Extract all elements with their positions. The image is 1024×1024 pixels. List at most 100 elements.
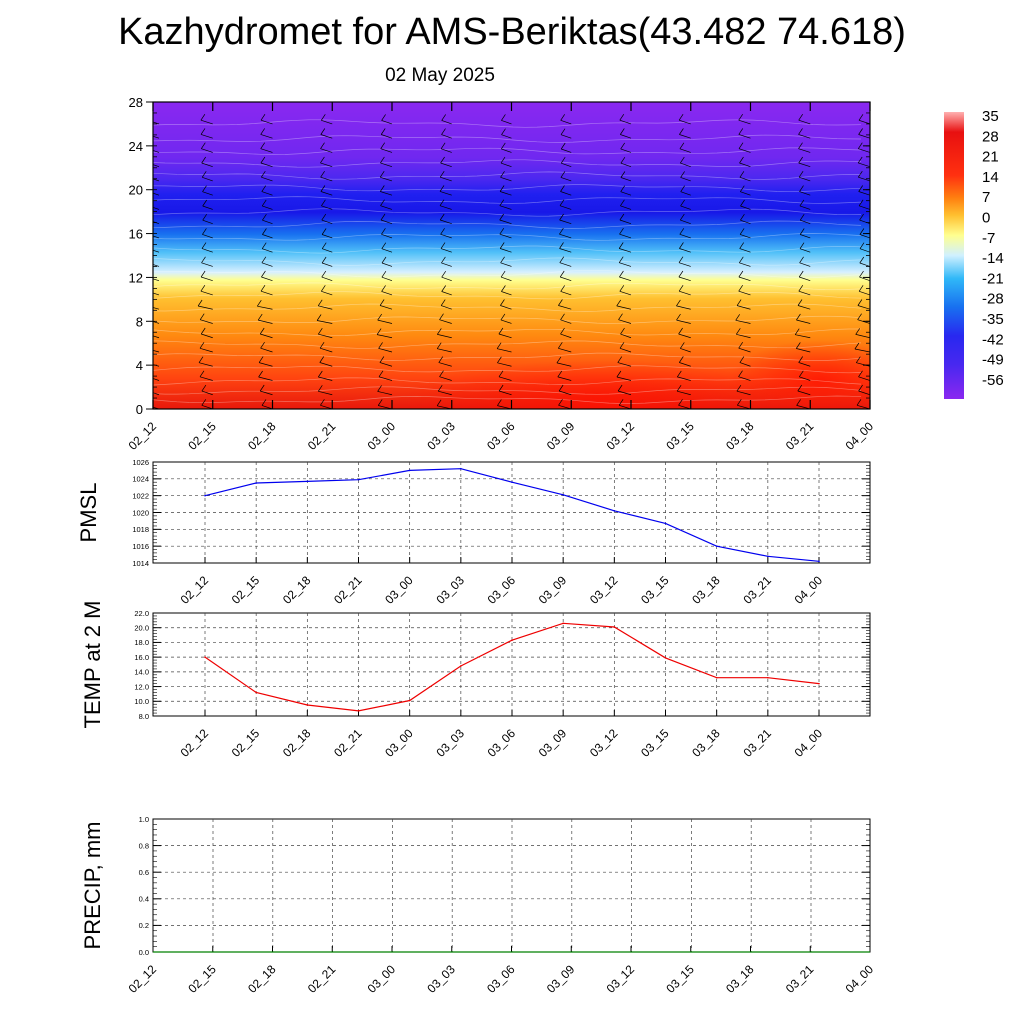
wind-barb-flag: [318, 370, 323, 378]
xtick-label: 03_15: [638, 573, 672, 607]
wind-barb-flag: [558, 384, 564, 392]
wind-barb: [260, 333, 273, 339]
xtick-label: 03_00: [365, 962, 399, 996]
wind-barb-flag: [558, 299, 563, 306]
wind-barb-flag: [201, 171, 207, 178]
wind-barb: [381, 120, 393, 125]
ytick-label: 1024: [132, 475, 149, 484]
wind-barb: [153, 364, 160, 367]
data-point: [818, 560, 820, 563]
wind-barb-flag: [439, 213, 445, 221]
wind-barb-flag: [620, 142, 625, 150]
wind-barb: [377, 334, 393, 339]
wind-barb: [558, 404, 572, 409]
wind-barb-flag: [439, 185, 445, 192]
wind-barb-flag: [676, 313, 681, 321]
wind-barb-flag: [740, 214, 745, 221]
wind-barb-flag: [858, 185, 863, 192]
heatmap-warm-core: [400, 360, 800, 409]
colorbar-label: 14: [982, 169, 999, 186]
wind-barb: [738, 276, 751, 282]
wind-barb: [858, 119, 870, 125]
wind-barb: [856, 362, 870, 367]
wind-barb: [560, 134, 572, 139]
colorbar-label: 28: [982, 128, 999, 145]
wind-barb: [441, 305, 452, 310]
wind-barb: [201, 404, 213, 409]
wind-barb: [680, 177, 691, 182]
wind-barb: [679, 362, 691, 367]
wind-barb: [317, 320, 333, 324]
heatmap-xtick-label: 02_12: [126, 419, 160, 453]
wind-barb-flag: [261, 242, 267, 249]
wind-barb: [739, 176, 751, 182]
wind-barb: [620, 333, 632, 339]
wind-barb: [859, 234, 870, 239]
wind-barb-flag: [200, 327, 206, 335]
wind-barb-flag: [147, 114, 151, 120]
wind-barb-flag: [739, 256, 744, 263]
wind-barb-flag: [680, 156, 685, 164]
ytick-label: 0.6: [139, 868, 149, 877]
wind-barb-flag: [320, 156, 325, 164]
wind-barb-flag: [679, 228, 685, 235]
wind-barb: [500, 305, 512, 310]
wind-barb-flag: [736, 385, 742, 392]
wind-barb-flag: [381, 285, 386, 292]
ytick-label: 18.0: [134, 638, 149, 647]
wind-barb: [321, 205, 333, 210]
wind-barb: [798, 134, 811, 139]
wind-barb-flag: [499, 213, 504, 221]
wind-barb-flag: [620, 199, 625, 206]
wind-barb-flag: [319, 342, 325, 349]
wind-barb: [619, 119, 632, 125]
xtick-label: 03_21: [740, 573, 774, 607]
wind-barb-flag: [146, 357, 150, 363]
wind-barb: [201, 162, 213, 168]
wind-barb-flag: [799, 370, 804, 377]
wind-barb-flag: [560, 327, 565, 335]
wind-barb-flag: [380, 213, 386, 221]
wind-barb: [799, 248, 811, 253]
wind-barb-flag: [619, 270, 624, 278]
wind-barb-flag: [500, 299, 505, 306]
wind-barb-flag: [738, 114, 743, 121]
wind-barb-flag: [440, 156, 445, 164]
wind-barb: [560, 119, 572, 125]
wind-barb: [381, 248, 393, 253]
wind-barb-flag: [199, 313, 205, 320]
wind-barb: [620, 162, 632, 168]
ytick-label: 1018: [132, 525, 149, 534]
wind-barb-flag: [618, 313, 623, 320]
wind-barb: [500, 319, 512, 324]
wind-barb-flag: [147, 285, 151, 291]
ytick-label: 20.0: [134, 624, 149, 633]
contour-line: [153, 184, 862, 193]
wind-barb-flag: [202, 214, 207, 221]
wind-barb: [439, 319, 452, 324]
wind-barb: [439, 191, 452, 196]
wind-barb: [501, 120, 512, 125]
data-point: [818, 682, 820, 685]
wind-barb-flag: [257, 300, 262, 307]
wind-barb-flag: [618, 399, 624, 406]
wind-barb-flag: [262, 228, 267, 235]
wind-barb: [259, 362, 273, 367]
wind-barb: [798, 290, 811, 296]
wind-barb: [440, 233, 452, 239]
wind-barb: [377, 391, 393, 396]
wind-barb-flag: [858, 171, 863, 178]
xtick-label: 02_18: [280, 726, 314, 760]
wind-barb-flag: [202, 185, 207, 192]
wind-barb-flag: [501, 114, 506, 121]
wind-barb: [619, 347, 632, 353]
wind-barb-flag: [798, 156, 803, 164]
wind-barb: [620, 134, 632, 139]
wind-barb-flag: [320, 171, 325, 178]
wind-barb-flag: [199, 342, 205, 349]
heatmap-ytick-label: 20: [129, 183, 143, 198]
wind-barb-flag: [441, 271, 446, 278]
ytick-label: 16.0: [134, 653, 149, 662]
wind-barb-flag: [799, 199, 805, 207]
heatmap-xtick-label: 02_15: [185, 419, 219, 453]
